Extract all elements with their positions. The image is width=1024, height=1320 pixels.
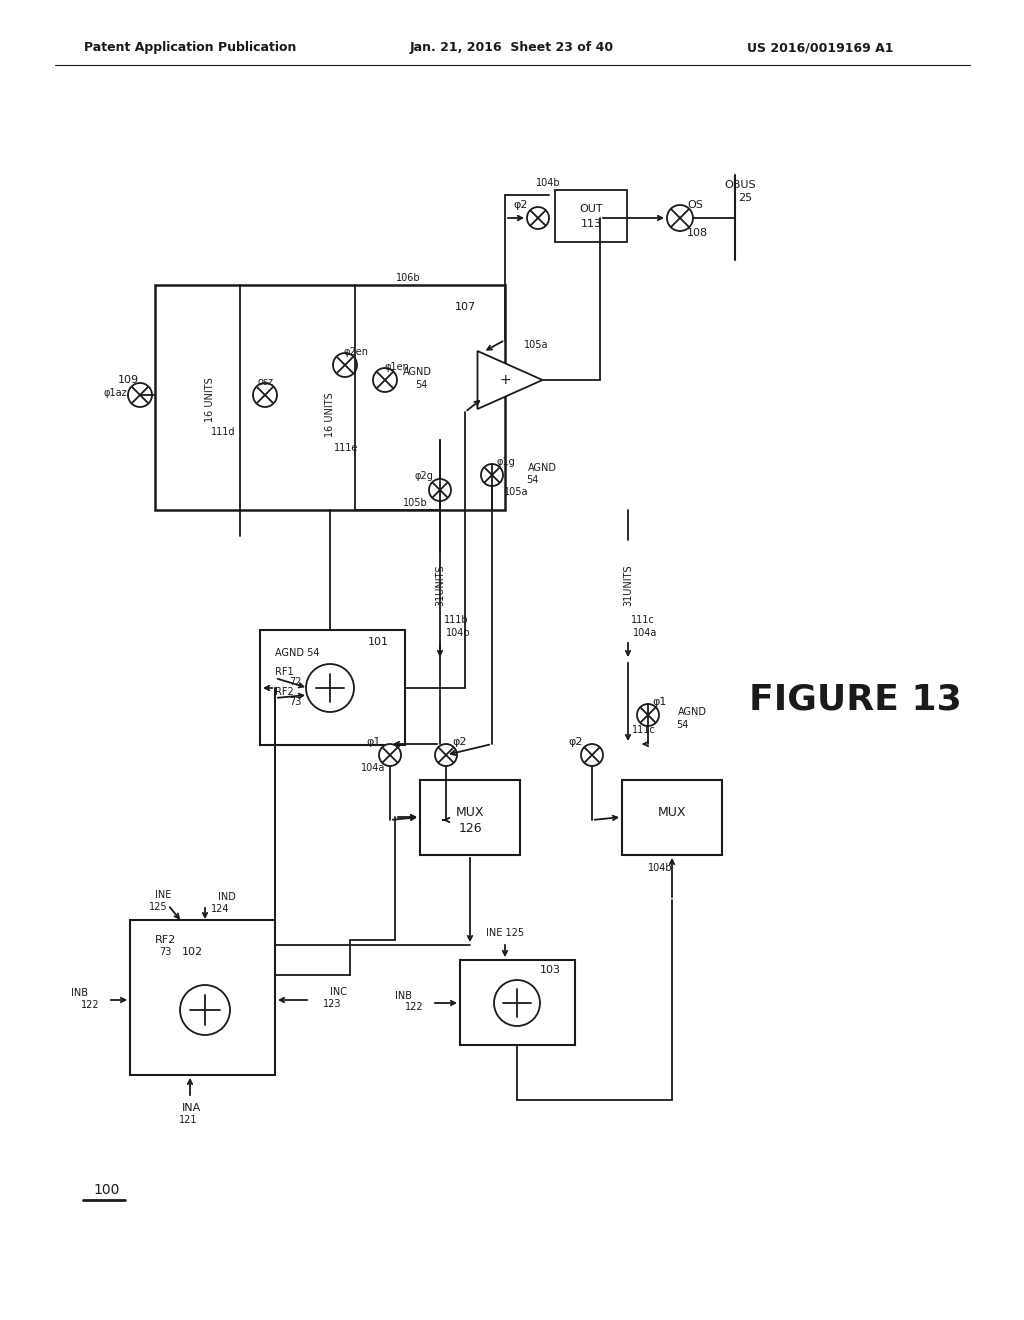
Text: AGND: AGND (402, 367, 431, 378)
Circle shape (527, 207, 549, 228)
Text: 54: 54 (676, 719, 688, 730)
Bar (260, 630, 406, 744)
Text: FIGURE 13: FIGURE 13 (749, 682, 962, 717)
Text: 104b: 104b (648, 863, 673, 873)
Circle shape (373, 368, 397, 392)
Text: 111e: 111e (334, 444, 358, 453)
Circle shape (429, 479, 451, 502)
Text: 125: 125 (148, 902, 167, 912)
Circle shape (435, 744, 457, 766)
Text: IND: IND (218, 892, 236, 902)
Text: 105b: 105b (402, 498, 427, 508)
Text: 31UNITS: 31UNITS (435, 564, 445, 606)
Text: φ1: φ1 (367, 737, 381, 747)
Text: RF2: RF2 (275, 686, 294, 697)
Text: AGND: AGND (678, 708, 707, 717)
Text: 100: 100 (93, 1183, 120, 1197)
Text: 111c: 111c (631, 615, 655, 624)
Text: 106b: 106b (395, 273, 420, 282)
Text: OS: OS (687, 201, 702, 210)
Circle shape (481, 465, 503, 486)
Circle shape (581, 744, 603, 766)
Text: 111b: 111b (443, 615, 468, 624)
Circle shape (128, 383, 152, 407)
Text: 123: 123 (323, 999, 341, 1008)
Bar (622, 780, 722, 855)
Text: 16 UNITS: 16 UNITS (205, 378, 215, 422)
Circle shape (333, 352, 357, 378)
Text: φ2: φ2 (514, 201, 528, 210)
Bar (420, 780, 520, 855)
Text: OBUS: OBUS (724, 180, 756, 190)
Text: RF1: RF1 (275, 667, 294, 677)
Text: 121: 121 (179, 1115, 198, 1125)
Text: φ1az: φ1az (103, 388, 127, 399)
Text: 54: 54 (415, 380, 427, 389)
Text: 124: 124 (211, 904, 229, 913)
Text: 103: 103 (540, 965, 560, 975)
Text: OUT: OUT (580, 205, 603, 214)
Circle shape (494, 979, 540, 1026)
Circle shape (180, 985, 230, 1035)
Text: 126: 126 (458, 821, 482, 834)
Text: φ1g: φ1g (497, 457, 515, 467)
Bar (460, 960, 575, 1045)
Text: 109: 109 (118, 375, 138, 385)
Text: 104b: 104b (536, 178, 560, 187)
Text: US 2016/0019169 A1: US 2016/0019169 A1 (746, 41, 893, 54)
Text: φ1: φ1 (653, 697, 668, 708)
Circle shape (637, 704, 659, 726)
Text: osz: osz (257, 378, 273, 387)
Text: φ2en: φ2en (343, 347, 369, 356)
Text: INE 125: INE 125 (486, 928, 524, 939)
Text: 122: 122 (404, 1002, 423, 1012)
Text: RF2: RF2 (155, 935, 176, 945)
Text: INB: INB (71, 987, 88, 998)
Text: INB: INB (395, 991, 412, 1001)
Text: φ2: φ2 (568, 737, 584, 747)
Text: INE: INE (155, 890, 171, 900)
Circle shape (667, 205, 693, 231)
Circle shape (306, 664, 354, 711)
Text: 54: 54 (525, 475, 539, 484)
Bar (155, 285, 505, 510)
Text: 104b: 104b (445, 628, 470, 638)
Text: 72: 72 (289, 677, 301, 686)
Text: 16 UNITS: 16 UNITS (325, 392, 335, 437)
Text: Jan. 21, 2016  Sheet 23 of 40: Jan. 21, 2016 Sheet 23 of 40 (410, 41, 614, 54)
Text: AGND 54: AGND 54 (275, 648, 319, 657)
Text: MUX: MUX (456, 805, 484, 818)
Text: 104a: 104a (633, 628, 657, 638)
Text: 107: 107 (455, 302, 475, 312)
Bar (555, 190, 627, 242)
Circle shape (379, 744, 401, 766)
Text: 108: 108 (686, 228, 708, 238)
Text: +: + (499, 374, 511, 387)
Bar (130, 920, 275, 1074)
Text: 102: 102 (181, 946, 203, 957)
Text: 73: 73 (159, 946, 171, 957)
Text: 105a: 105a (504, 487, 528, 498)
Text: INC: INC (330, 987, 347, 997)
Text: 113: 113 (581, 219, 601, 228)
Text: 111d: 111d (211, 426, 236, 437)
Circle shape (253, 383, 278, 407)
Text: AGND: AGND (528, 463, 557, 473)
Polygon shape (477, 351, 543, 409)
Text: 73: 73 (289, 697, 301, 708)
Text: φ1en: φ1en (385, 362, 410, 372)
Text: 111c: 111c (632, 725, 656, 735)
Text: 122: 122 (81, 1001, 99, 1010)
Text: φ2: φ2 (453, 737, 467, 747)
Text: 101: 101 (368, 638, 388, 647)
Text: 31UNITS: 31UNITS (623, 564, 633, 606)
Text: 104a: 104a (360, 763, 385, 774)
Text: 25: 25 (738, 193, 752, 203)
Text: φ2g: φ2g (415, 471, 433, 480)
Text: Patent Application Publication: Patent Application Publication (84, 41, 296, 54)
Text: MUX: MUX (657, 805, 686, 818)
Text: 105a: 105a (523, 341, 548, 350)
Text: INA: INA (182, 1104, 202, 1113)
